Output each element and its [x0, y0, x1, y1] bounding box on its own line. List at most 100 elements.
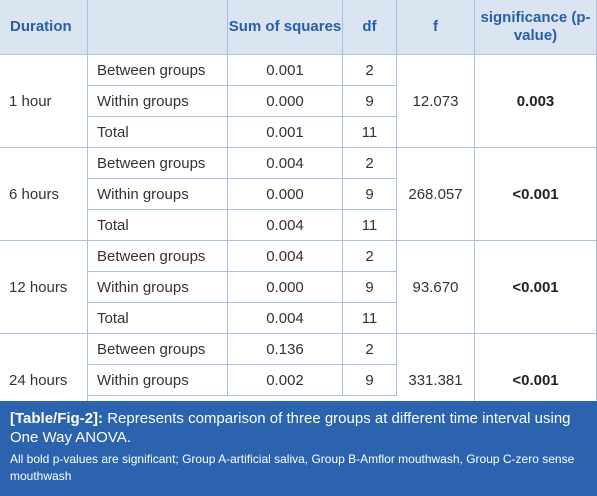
header-cell: Duration — [0, 0, 88, 55]
duration-cell-text: 6 hours — [9, 185, 60, 203]
f-cell-text: 268.057 — [408, 185, 463, 203]
f-cell-text: 331.381 — [408, 371, 463, 389]
duration-cell-text: 1 hour — [9, 92, 52, 110]
caption-text: Represents comparison of three groups at… — [10, 410, 571, 446]
df-cell-text: 11 — [361, 309, 378, 327]
header-cell-text: df — [362, 18, 377, 35]
source-cell-text: Within groups — [97, 92, 189, 110]
p-cell-text: <0.001 — [512, 371, 559, 389]
duration-cell-text: 12 hours — [9, 278, 68, 296]
source-cell-text: Within groups — [97, 371, 189, 389]
df-cell-text: 2 — [365, 340, 374, 358]
df-cell: 2 — [343, 334, 397, 365]
p-cell-text: 0.003 — [516, 92, 555, 110]
source-cell: Between groups — [88, 148, 228, 179]
sum-cell: 0.001 — [228, 55, 343, 86]
df-cell: 9 — [343, 272, 397, 303]
source-cell: Within groups — [88, 179, 228, 210]
sum-cell: 0.004 — [228, 241, 343, 272]
p-cell: <0.001 — [475, 241, 597, 334]
f-cell-text: 12.073 — [412, 92, 459, 110]
source-cell-text: Within groups — [97, 185, 189, 203]
sum-cell-text: 0.004 — [266, 154, 304, 172]
p-cell: <0.001 — [475, 148, 597, 241]
source-cell: Within groups — [88, 272, 228, 303]
caption: [Table/Fig-2]: Represents comparison of … — [0, 401, 597, 496]
f-cell-text: 93.670 — [412, 278, 459, 296]
p-cell-text: <0.001 — [512, 278, 559, 296]
sum-cell: 0.000 — [228, 86, 343, 117]
sum-cell-text: 0.000 — [266, 92, 304, 110]
source-cell: Within groups — [88, 365, 228, 396]
sum-cell-text: 0.004 — [266, 309, 304, 327]
caption-label: [Table/Fig-2]: — [10, 410, 104, 427]
df-cell-text: 9 — [365, 185, 374, 203]
header-cell: Sum of squares — [228, 0, 343, 55]
sum-cell-text: 0.004 — [266, 216, 304, 234]
source-cell-text: Between groups — [97, 340, 206, 358]
sum-cell-text: 0.001 — [266, 123, 304, 141]
header-cell: f — [397, 0, 475, 55]
source-cell: Total — [88, 303, 228, 334]
p-cell-text: <0.001 — [512, 185, 559, 203]
duration-cell: 1 hour — [0, 55, 88, 148]
sum-cell: 0.002 — [228, 365, 343, 396]
source-cell-text: Between groups — [97, 247, 206, 265]
source-cell-text: Total — [97, 123, 129, 141]
df-cell: 2 — [343, 241, 397, 272]
source-cell: Between groups — [88, 55, 228, 86]
source-cell-text: Between groups — [97, 154, 206, 172]
header-cell: df — [343, 0, 397, 55]
sum-cell-text: 0.004 — [266, 247, 304, 265]
df-cell: 11 — [343, 303, 397, 334]
source-cell: Total — [88, 117, 228, 148]
sum-cell: 0.136 — [228, 334, 343, 365]
source-cell-text: Total — [97, 216, 129, 234]
df-cell-text: 2 — [365, 247, 374, 265]
df-cell: 11 — [343, 210, 397, 241]
sum-cell: 0.000 — [228, 272, 343, 303]
sum-cell: 0.004 — [228, 148, 343, 179]
sum-cell-text: 0.136 — [266, 340, 304, 358]
source-cell: Between groups — [88, 334, 228, 365]
source-cell-text: Within groups — [97, 278, 189, 296]
source-cell: Total — [88, 210, 228, 241]
df-cell-text: 2 — [365, 154, 374, 172]
df-cell-text: 11 — [361, 123, 378, 141]
source-cell: Between groups — [88, 241, 228, 272]
df-cell-text: 2 — [365, 61, 374, 79]
duration-cell: 6 hours — [0, 148, 88, 241]
df-cell: 11 — [343, 117, 397, 148]
duration-cell-text: 24 hours — [9, 371, 68, 389]
df-cell: 9 — [343, 86, 397, 117]
df-cell: 2 — [343, 55, 397, 86]
source-cell: Within groups — [88, 86, 228, 117]
f-cell: 268.057 — [397, 148, 475, 241]
sum-cell: 0.004 — [228, 210, 343, 241]
caption-note: All bold p-values are significant; Group… — [10, 452, 575, 483]
df-cell: 2 — [343, 148, 397, 179]
df-cell-text: 9 — [365, 92, 374, 110]
header-cell: significance (p-value) — [475, 0, 597, 55]
source-cell-text: Between groups — [97, 61, 206, 79]
df-cell: 9 — [343, 179, 397, 210]
sum-cell-text: 0.000 — [266, 278, 304, 296]
df-cell-text: 11 — [361, 216, 378, 234]
sum-cell-text: 0.001 — [266, 61, 304, 79]
p-cell: 0.003 — [475, 55, 597, 148]
header-cell-text: f — [433, 18, 438, 35]
header-cell-text: Sum of squares — [228, 18, 342, 35]
f-cell: 12.073 — [397, 55, 475, 148]
caption-main: [Table/Fig-2]: Represents comparison of … — [10, 409, 587, 447]
header-cell — [88, 0, 228, 55]
df-cell-text: 9 — [365, 371, 374, 389]
df-cell: 9 — [343, 365, 397, 396]
f-cell: 93.670 — [397, 241, 475, 334]
source-cell-text: Total — [97, 309, 129, 327]
sum-cell: 0.004 — [228, 303, 343, 334]
header-cell-text: Duration — [10, 18, 72, 35]
header-cell-text: significance (p-value) — [480, 9, 591, 44]
duration-cell: 12 hours — [0, 241, 88, 334]
df-cell-text: 9 — [365, 278, 374, 296]
